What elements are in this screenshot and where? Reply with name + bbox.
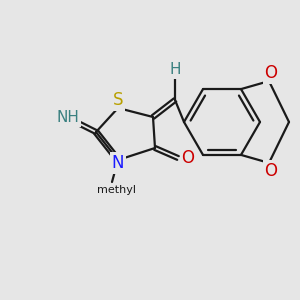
Text: S: S (113, 91, 123, 109)
Text: methyl: methyl (97, 185, 136, 195)
Text: NH: NH (57, 110, 80, 125)
Text: O: O (182, 149, 194, 167)
Text: H: H (169, 62, 181, 77)
Text: O: O (265, 162, 278, 180)
Text: O: O (265, 64, 278, 82)
Text: N: N (112, 154, 124, 172)
